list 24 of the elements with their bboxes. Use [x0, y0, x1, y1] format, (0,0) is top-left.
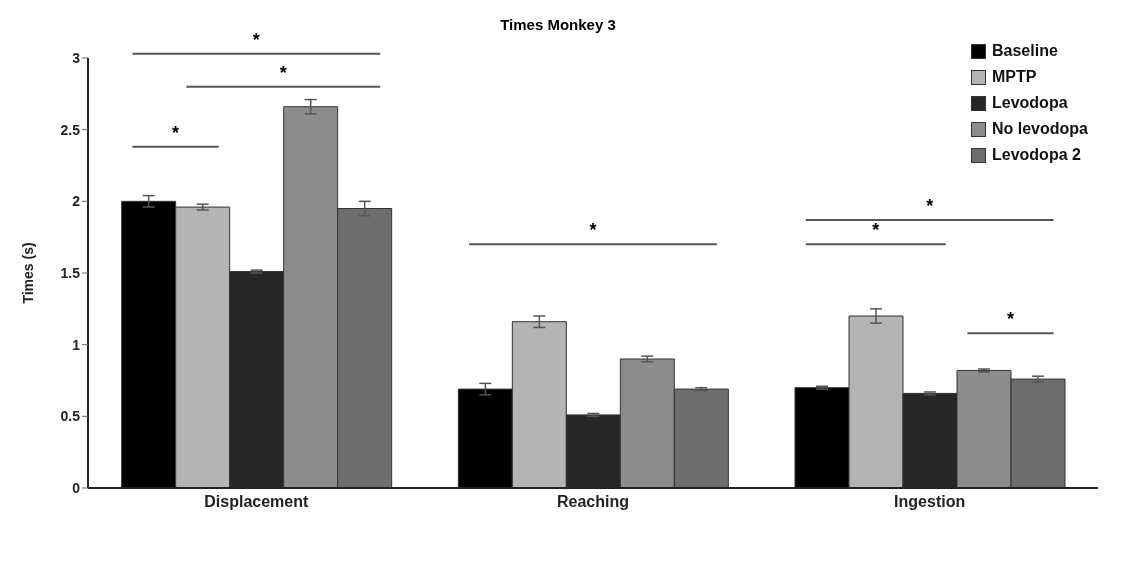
annotation: *: [872, 220, 880, 241]
y-tick-label: 0: [72, 479, 81, 496]
y-axis-title: Times (s): [19, 242, 36, 304]
legend-label: Baseline: [991, 41, 1058, 61]
chart-title: Times Monkey 3: [500, 16, 616, 33]
x-tick-label: Displacement: [204, 493, 310, 511]
legend-label: MPTP: [991, 67, 1037, 87]
y-tick-label: 1: [72, 336, 81, 353]
annotation: *: [589, 220, 597, 241]
y-tick-label: 0.5: [60, 408, 81, 425]
legend-label: Levodopa: [991, 93, 1068, 113]
y-tick-label: 3: [72, 49, 81, 66]
y-tick-label: 1.5: [60, 264, 81, 281]
legend-label: No levodopa: [991, 119, 1088, 139]
legend-label: Levodopa 2: [991, 145, 1081, 165]
annotation: *: [172, 122, 180, 143]
annotation: *: [279, 62, 287, 83]
x-tick-label: Ingestion: [894, 493, 966, 511]
text: *: [252, 29, 260, 50]
annotation: *: [926, 195, 934, 216]
y-tick-label: 2.5: [60, 121, 81, 138]
x-tick-label: Reaching: [556, 493, 630, 511]
annotation: *: [1006, 309, 1014, 330]
y-tick-label: 2: [72, 193, 81, 210]
